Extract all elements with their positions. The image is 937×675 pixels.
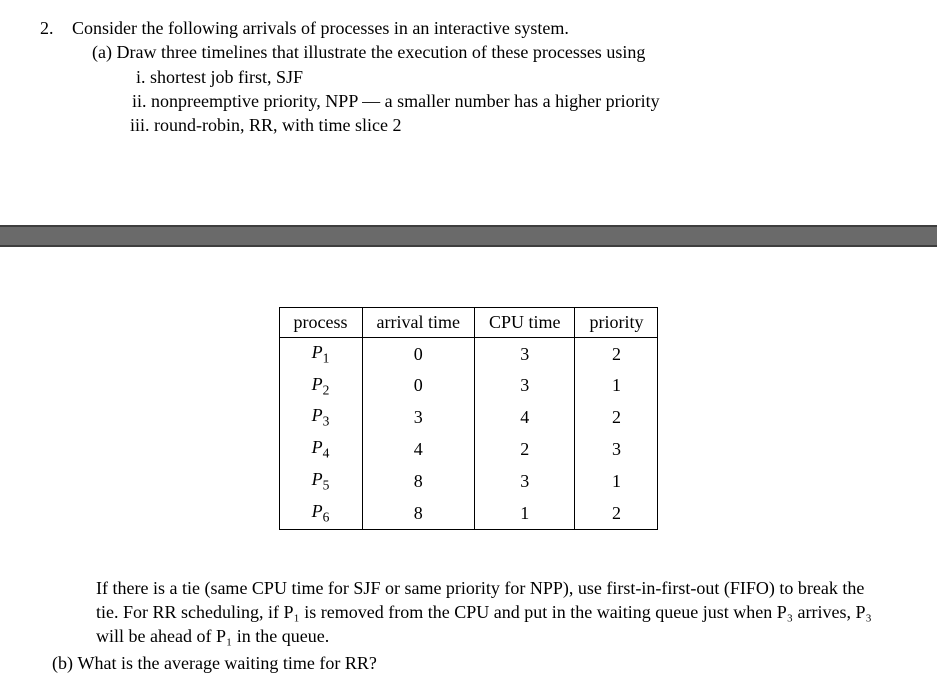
cell-arrival: 0 (362, 337, 474, 369)
item-iii-label: iii. (130, 115, 150, 135)
cell-cpu: 1 (474, 497, 575, 529)
p-sub: 5 (323, 478, 330, 493)
cell-priority: 2 (575, 497, 658, 529)
col-cpu: CPU time (474, 308, 575, 337)
col-priority: priority (575, 308, 658, 337)
cell-process: P5 (279, 465, 362, 497)
table-row: P6 8 1 2 (279, 497, 658, 529)
item-i-label: i. (136, 67, 146, 87)
item-i-text: shortest job first, SJF (150, 67, 303, 87)
table-row: P5 8 3 1 (279, 465, 658, 497)
item-i: i. shortest job first, SJF (160, 65, 897, 89)
item-ii-label: ii. (132, 91, 147, 111)
part-b-text: What is the average waiting time for RR? (78, 653, 377, 673)
col-arrival: arrival time (362, 308, 474, 337)
question-prompt: Consider the following arrivals of proce… (72, 18, 569, 38)
cell-arrival: 4 (362, 433, 474, 465)
table-header-row: process arrival time CPU time priority (279, 308, 658, 337)
col-process: process (279, 308, 362, 337)
table-row: P2 0 3 1 (279, 370, 658, 402)
cell-cpu: 2 (474, 433, 575, 465)
p-letter: P (312, 437, 323, 457)
cell-cpu: 3 (474, 370, 575, 402)
p-sub: 6 (323, 509, 330, 524)
cell-priority: 1 (575, 465, 658, 497)
question-block: 2.Consider the following arrivals of pro… (0, 0, 937, 137)
part-a-text: Draw three timelines that illustrate the… (116, 42, 645, 62)
cell-cpu: 3 (474, 465, 575, 497)
table-row: P4 4 2 3 (279, 433, 658, 465)
part-a-label: (a) (92, 42, 112, 62)
cell-arrival: 0 (362, 370, 474, 402)
p-sub: 1 (323, 350, 330, 365)
p-sub: 2 (323, 382, 330, 397)
cell-cpu: 4 (474, 401, 575, 433)
process-table: process arrival time CPU time priority P… (279, 307, 659, 529)
item-ii: ii. nonpreemptive priority, NPP — a smal… (160, 89, 897, 113)
cell-arrival: 8 (362, 465, 474, 497)
question-number: 2. (40, 16, 72, 40)
p-letter: P (312, 374, 323, 394)
cell-process: P6 (279, 497, 362, 529)
process-table-wrap: process arrival time CPU time priority P… (0, 307, 937, 529)
part-b-label: (b) (52, 653, 73, 673)
item-ii-text: nonpreemptive priority, NPP — a smaller … (151, 91, 660, 111)
cell-priority: 1 (575, 370, 658, 402)
table-row: P3 3 4 2 (279, 401, 658, 433)
page-divider (0, 225, 937, 247)
part-a-line: (a) Draw three timelines that illustrate… (120, 40, 897, 64)
item-iii-text: round-robin, RR, with time slice 2 (154, 115, 401, 135)
p-letter: P (312, 342, 323, 362)
cell-cpu: 3 (474, 337, 575, 369)
cell-priority: 2 (575, 401, 658, 433)
cell-process: P3 (279, 401, 362, 433)
cell-priority: 2 (575, 337, 658, 369)
cell-process: P1 (279, 337, 362, 369)
table-row: P1 0 3 2 (279, 337, 658, 369)
p-sub: 3 (323, 414, 330, 429)
item-iii: iii. round-robin, RR, with time slice 2 (160, 113, 897, 137)
tiebreak-note: If there is a tie (same CPU time for SJF… (96, 576, 885, 649)
p-letter: P (312, 405, 323, 425)
p-sub: 4 (323, 446, 330, 461)
cell-arrival: 3 (362, 401, 474, 433)
p-letter: P (312, 469, 323, 489)
question-line: 2.Consider the following arrivals of pro… (40, 16, 897, 40)
part-b-line: (b) What is the average waiting time for… (80, 651, 937, 675)
cell-process: P2 (279, 370, 362, 402)
cell-arrival: 8 (362, 497, 474, 529)
p-letter: P (312, 501, 323, 521)
cell-priority: 3 (575, 433, 658, 465)
cell-process: P4 (279, 433, 362, 465)
